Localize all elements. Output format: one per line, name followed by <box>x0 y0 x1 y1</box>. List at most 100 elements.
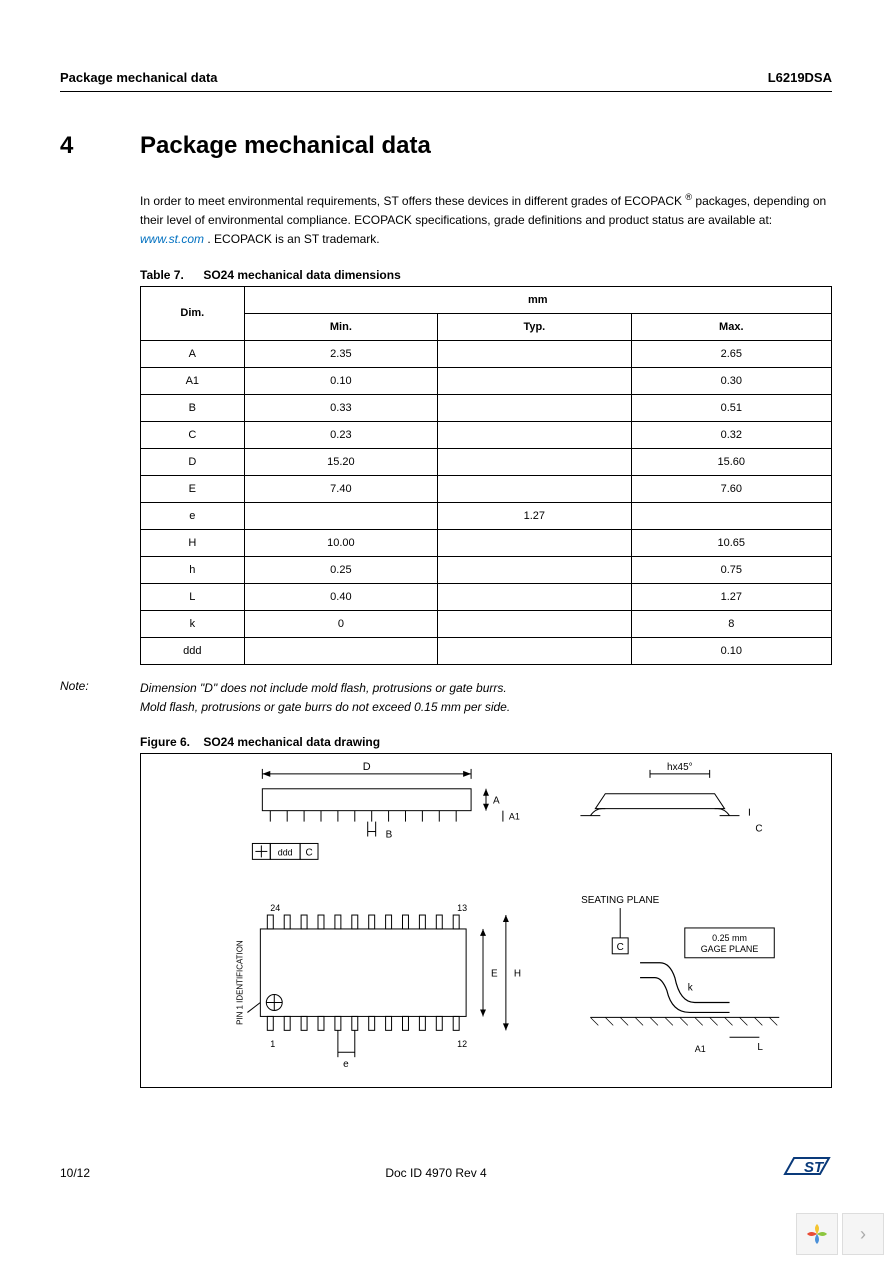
next-page-button[interactable]: › <box>842 1213 884 1255</box>
table-cell: L <box>141 583 245 610</box>
table-row: k0 8 <box>141 610 832 637</box>
table-cell <box>438 367 631 394</box>
pin1-id-label: PIN 1 IDENTIFICATION <box>235 940 244 1025</box>
table-cell: 15.60 <box>631 448 831 475</box>
page-footer: 10/12 Doc ID 4970 Rev 4 ST <box>60 1152 832 1193</box>
dim-H: H <box>514 969 521 980</box>
tol-c: C <box>305 847 312 858</box>
table-cell: 0.30 <box>631 367 831 394</box>
table-cell: 8 <box>631 610 831 637</box>
datasheet-page: Package mechanical data L6219DSA 4 Packa… <box>0 0 892 1263</box>
footer-doc-id: Doc ID 4970 Rev 4 <box>385 1166 486 1180</box>
table-cell: 2.35 <box>244 340 437 367</box>
table-cell <box>438 556 631 583</box>
svg-text:ST: ST <box>804 1159 825 1176</box>
table-cell: 0.32 <box>631 421 831 448</box>
table-row: E7.40 7.60 <box>141 475 832 502</box>
table-cell <box>244 637 437 664</box>
dim-d: D <box>363 761 371 773</box>
table7-caption: Table 7. SO24 mechanical data dimensions <box>140 268 832 282</box>
table-cell: 15.20 <box>244 448 437 475</box>
footer-page-num: 10/12 <box>60 1166 90 1180</box>
st-website-link[interactable]: www.st.com <box>140 232 204 246</box>
dim-a: A <box>493 796 500 807</box>
table-cell <box>438 448 631 475</box>
tol-ddd: ddd <box>278 847 293 857</box>
dim-a1: A1 <box>509 812 520 822</box>
header-part-number: L6219DSA <box>768 70 832 85</box>
table-cell: 1.27 <box>631 583 831 610</box>
note-line2: Mold flash, protrusions or gate burrs do… <box>140 700 510 714</box>
table-cell: 0.40 <box>244 583 437 610</box>
table-row: e1.27 <box>141 502 832 529</box>
table-cell: D <box>141 448 245 475</box>
th-min: Min. <box>244 313 437 340</box>
th-unit: mm <box>244 286 831 313</box>
table-cell: 10.65 <box>631 529 831 556</box>
table-cell: 0.51 <box>631 394 831 421</box>
table-cell: E <box>141 475 245 502</box>
table-note: Note: Dimension "D" does not include mol… <box>60 679 832 717</box>
table-row: A10.10 0.30 <box>141 367 832 394</box>
table-cell: 10.00 <box>244 529 437 556</box>
chevron-right-icon: › <box>860 1224 866 1245</box>
th-typ: Typ. <box>438 313 631 340</box>
pin-12: 12 <box>457 1039 467 1049</box>
datum-c: C <box>617 942 624 953</box>
dim-k: k <box>688 983 693 994</box>
intro-text-1: In order to meet environmental requireme… <box>140 194 682 208</box>
dim-hx45: hx45° <box>667 762 693 773</box>
table-row: h0.250.75 <box>141 556 832 583</box>
table-cell: 0.10 <box>244 367 437 394</box>
th-dim: Dim. <box>141 286 245 340</box>
dim-a1-2: A1 <box>695 1044 706 1054</box>
dim-e: e <box>343 1059 349 1070</box>
page-header: Package mechanical data L6219DSA <box>60 70 832 92</box>
note-label: Note: <box>60 679 140 717</box>
pin-1: 1 <box>270 1039 275 1049</box>
table-cell <box>438 394 631 421</box>
table-cell: 1.27 <box>438 502 631 529</box>
figure6-title: SO24 mechanical data drawing <box>203 735 380 749</box>
dim-b: B <box>386 829 393 840</box>
table-cell <box>438 421 631 448</box>
header-section-title: Package mechanical data <box>60 70 218 85</box>
table-row: ddd0.10 <box>141 637 832 664</box>
table-cell: 0.23 <box>244 421 437 448</box>
table-cell: ddd <box>141 637 245 664</box>
drawing-lead-detail: SEATING PLANE C 0.25 mmGAGE PLANE <box>581 895 779 1054</box>
intro-paragraph: In order to meet environmental requireme… <box>140 190 832 250</box>
section-title: Package mechanical data <box>140 132 431 160</box>
table-cell <box>438 637 631 664</box>
viewer-logo-icon[interactable] <box>796 1213 838 1255</box>
intro-text-3: . ECOPACK is an ST trademark. <box>207 232 379 246</box>
table7-title: SO24 mechanical data dimensions <box>203 268 400 282</box>
section-number: 4 <box>60 132 140 160</box>
table-cell: 0.33 <box>244 394 437 421</box>
seating-plane-label: SEATING PLANE <box>581 895 660 906</box>
table-cell: 7.40 <box>244 475 437 502</box>
table-cell: A1 <box>141 367 245 394</box>
table-cell: 0 <box>244 610 437 637</box>
table-cell <box>438 583 631 610</box>
drawing-end-view: hx45° C <box>580 762 762 835</box>
table7-label: Table 7. <box>140 268 200 282</box>
table-cell: h <box>141 556 245 583</box>
figure6-label: Figure 6. <box>140 735 200 749</box>
dim-E: E <box>491 969 498 980</box>
drawing-top-side-view: D A A1 <box>252 761 519 859</box>
table-row: B0.33 0.51 <box>141 394 832 421</box>
table-row: H10.0010.65 <box>141 529 832 556</box>
table-cell: 7.60 <box>631 475 831 502</box>
table-cell <box>244 502 437 529</box>
st-logo: ST <box>782 1152 832 1193</box>
note-text: Dimension "D" does not include mold flas… <box>140 679 510 717</box>
table-cell: A <box>141 340 245 367</box>
gage-plane-label: 0.25 mmGAGE PLANE <box>701 933 759 954</box>
table-cell <box>438 529 631 556</box>
th-max: Max. <box>631 313 831 340</box>
table-cell: k <box>141 610 245 637</box>
note-line1: Dimension "D" does not include mold flas… <box>140 681 507 695</box>
pin-13: 13 <box>457 903 467 913</box>
table-cell: B <box>141 394 245 421</box>
